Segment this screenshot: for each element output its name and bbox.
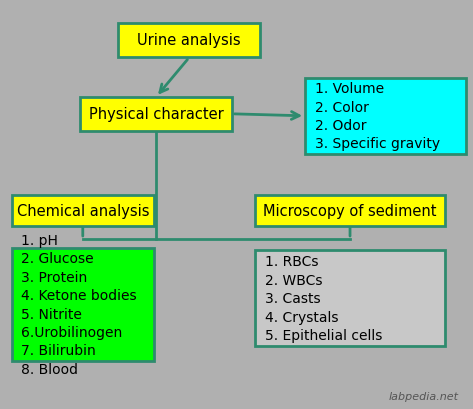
FancyBboxPatch shape bbox=[118, 23, 260, 58]
Text: 1. RBCs
2. WBCs
3. Casts
4. Crystals
5. Epithelial cells: 1. RBCs 2. WBCs 3. Casts 4. Crystals 5. … bbox=[265, 255, 382, 342]
Text: 1. Volume
2. Color
2. Odor
3. Specific gravity: 1. Volume 2. Color 2. Odor 3. Specific g… bbox=[315, 82, 440, 151]
FancyBboxPatch shape bbox=[305, 79, 466, 155]
Text: Microscopy of sediment: Microscopy of sediment bbox=[263, 203, 437, 218]
FancyBboxPatch shape bbox=[255, 250, 445, 346]
Text: Physical character: Physical character bbox=[89, 107, 223, 122]
Text: Urine analysis: Urine analysis bbox=[137, 34, 241, 48]
FancyBboxPatch shape bbox=[12, 196, 154, 226]
Text: labpedia.net: labpedia.net bbox=[389, 391, 459, 401]
FancyBboxPatch shape bbox=[80, 98, 232, 131]
FancyBboxPatch shape bbox=[255, 196, 445, 226]
FancyBboxPatch shape bbox=[12, 248, 154, 361]
Text: Chemical analysis: Chemical analysis bbox=[17, 203, 149, 218]
Text: 1. pH
2. Glucose
3. Protein
4. Ketone bodies
5. Nitrite
6.Urobilinogen
7. Biliru: 1. pH 2. Glucose 3. Protein 4. Ketone bo… bbox=[21, 234, 137, 376]
